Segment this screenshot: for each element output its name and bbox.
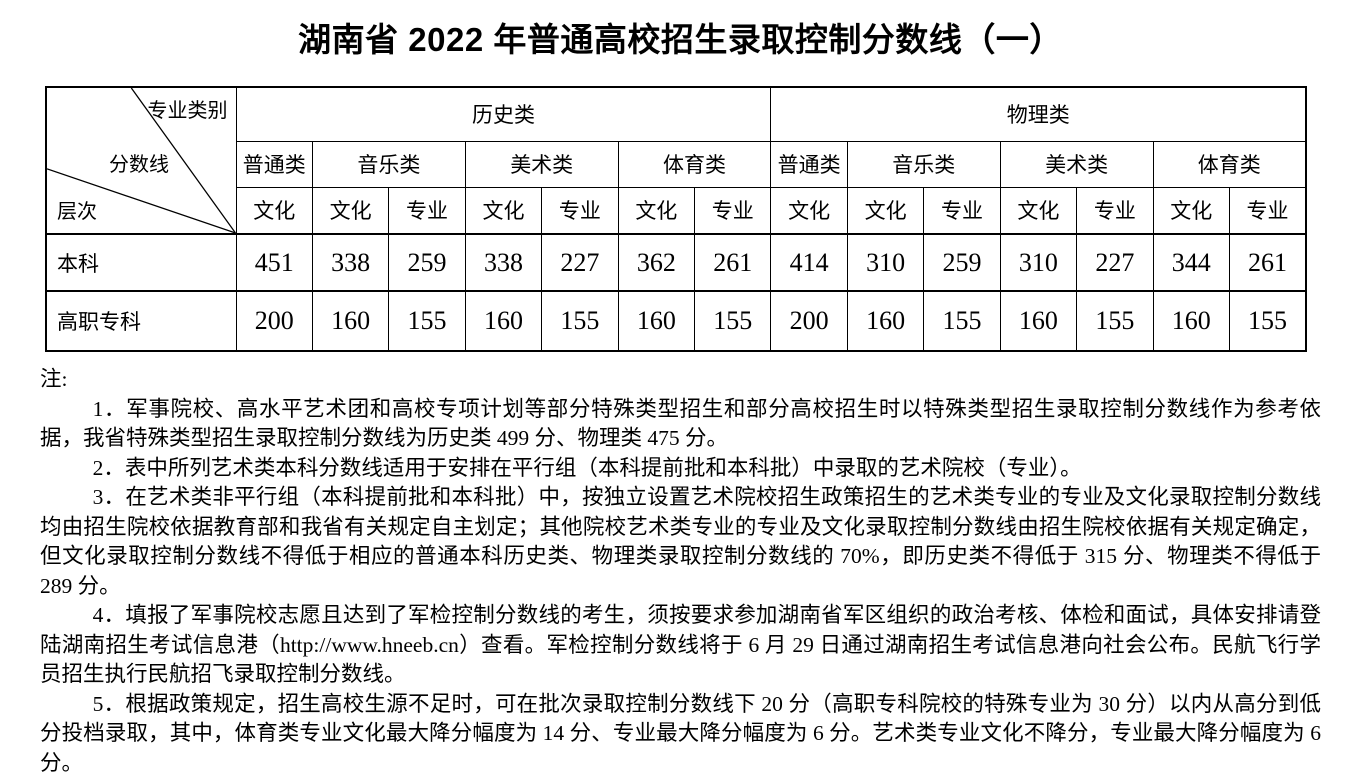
score-cell: 310 — [847, 234, 923, 291]
subgroup-header: 体育类 — [1153, 141, 1306, 187]
score-cell: 261 — [695, 234, 771, 291]
corner-label-category: 专业类别 — [148, 100, 228, 122]
score-cell: 338 — [312, 234, 388, 291]
group-header-history: 历史类 — [236, 87, 771, 141]
row-header-benke: 本科 — [46, 234, 236, 291]
score-cell: 155 — [542, 291, 618, 351]
score-cell: 155 — [1077, 291, 1153, 351]
notes-heading: 注: — [40, 365, 1321, 395]
score-cell: 259 — [389, 234, 465, 291]
col-header: 文化 — [847, 187, 923, 234]
col-header: 专业 — [389, 187, 465, 234]
col-header: 专业 — [1229, 187, 1306, 234]
row-header-gaozhi: 高职专科 — [46, 291, 236, 351]
col-header: 专业 — [542, 187, 618, 234]
col-header: 专业 — [924, 187, 1000, 234]
col-header: 文化 — [236, 187, 312, 234]
page-title: 湖南省 2022 年普通高校招生录取控制分数线（一） — [0, 0, 1361, 60]
subgroup-header: 普通类 — [771, 141, 847, 187]
score-cell: 200 — [236, 291, 312, 351]
corner-label-scoreline: 分数线 — [109, 154, 169, 176]
table-row-gaozhi: 高职专科 200 160 155 160 155 160 155 200 160… — [46, 291, 1306, 351]
score-cell: 227 — [542, 234, 618, 291]
notes-section: 注: 1．军事院校、高水平艺术团和高校专项计划等部分特殊类型招生和部分高校招生时… — [40, 365, 1321, 778]
col-header: 专业 — [695, 187, 771, 234]
subgroup-header: 普通类 — [236, 141, 312, 187]
corner-label-level: 层次 — [57, 201, 97, 223]
col-header: 文化 — [312, 187, 388, 234]
col-header: 文化 — [1000, 187, 1076, 234]
col-header: 文化 — [771, 187, 847, 234]
note-item-2: 2．表中所列艺术类本科分数线适用于安排在平行组（本科提前批和本科批）中录取的艺术… — [40, 454, 1321, 484]
score-cell: 160 — [847, 291, 923, 351]
score-cell: 344 — [1153, 234, 1229, 291]
score-cell: 155 — [924, 291, 1000, 351]
col-header: 专业 — [1077, 187, 1153, 234]
score-cell: 160 — [618, 291, 694, 351]
subgroup-header: 体育类 — [618, 141, 771, 187]
note-item-5: 5．根据政策规定，招生高校生源不足时，可在批次录取控制分数线下 20 分（高职专… — [40, 690, 1321, 778]
score-cell: 160 — [465, 291, 541, 351]
col-header: 文化 — [1153, 187, 1229, 234]
subgroup-header: 音乐类 — [847, 141, 1000, 187]
note-item-4: 4．填报了军事院校志愿且达到了军检控制分数线的考生，须按要求参加湖南省军区组织的… — [40, 601, 1321, 690]
subgroup-header: 美术类 — [1000, 141, 1153, 187]
score-cell: 155 — [1229, 291, 1306, 351]
score-cell: 261 — [1229, 234, 1306, 291]
score-cell: 155 — [695, 291, 771, 351]
score-line-table: 专业类别 分数线 层次 历史类 物理类 普通类 音乐类 美术类 体育类 普通类 … — [45, 86, 1307, 352]
score-cell: 160 — [1000, 291, 1076, 351]
table-corner-cell: 专业类别 分数线 层次 — [46, 87, 236, 234]
score-cell: 259 — [924, 234, 1000, 291]
subgroup-header: 音乐类 — [312, 141, 465, 187]
note-item-1: 1．军事院校、高水平艺术团和高校专项计划等部分特殊类型招生和部分高校招生时以特殊… — [40, 395, 1321, 454]
score-cell: 362 — [618, 234, 694, 291]
score-cell: 451 — [236, 234, 312, 291]
score-cell: 338 — [465, 234, 541, 291]
score-cell: 227 — [1077, 234, 1153, 291]
subgroup-header: 美术类 — [465, 141, 618, 187]
col-header: 文化 — [618, 187, 694, 234]
note-item-3: 3．在艺术类非平行组（本科提前批和本科批）中，按独立设置艺术院校招生政策招生的艺… — [40, 483, 1321, 601]
score-cell: 160 — [1153, 291, 1229, 351]
col-header: 文化 — [465, 187, 541, 234]
score-cell: 160 — [312, 291, 388, 351]
score-cell: 310 — [1000, 234, 1076, 291]
group-header-physics: 物理类 — [771, 87, 1306, 141]
score-cell: 414 — [771, 234, 847, 291]
score-cell: 155 — [389, 291, 465, 351]
table-row-benke: 本科 451 338 259 338 227 362 261 414 310 2… — [46, 234, 1306, 291]
score-cell: 200 — [771, 291, 847, 351]
